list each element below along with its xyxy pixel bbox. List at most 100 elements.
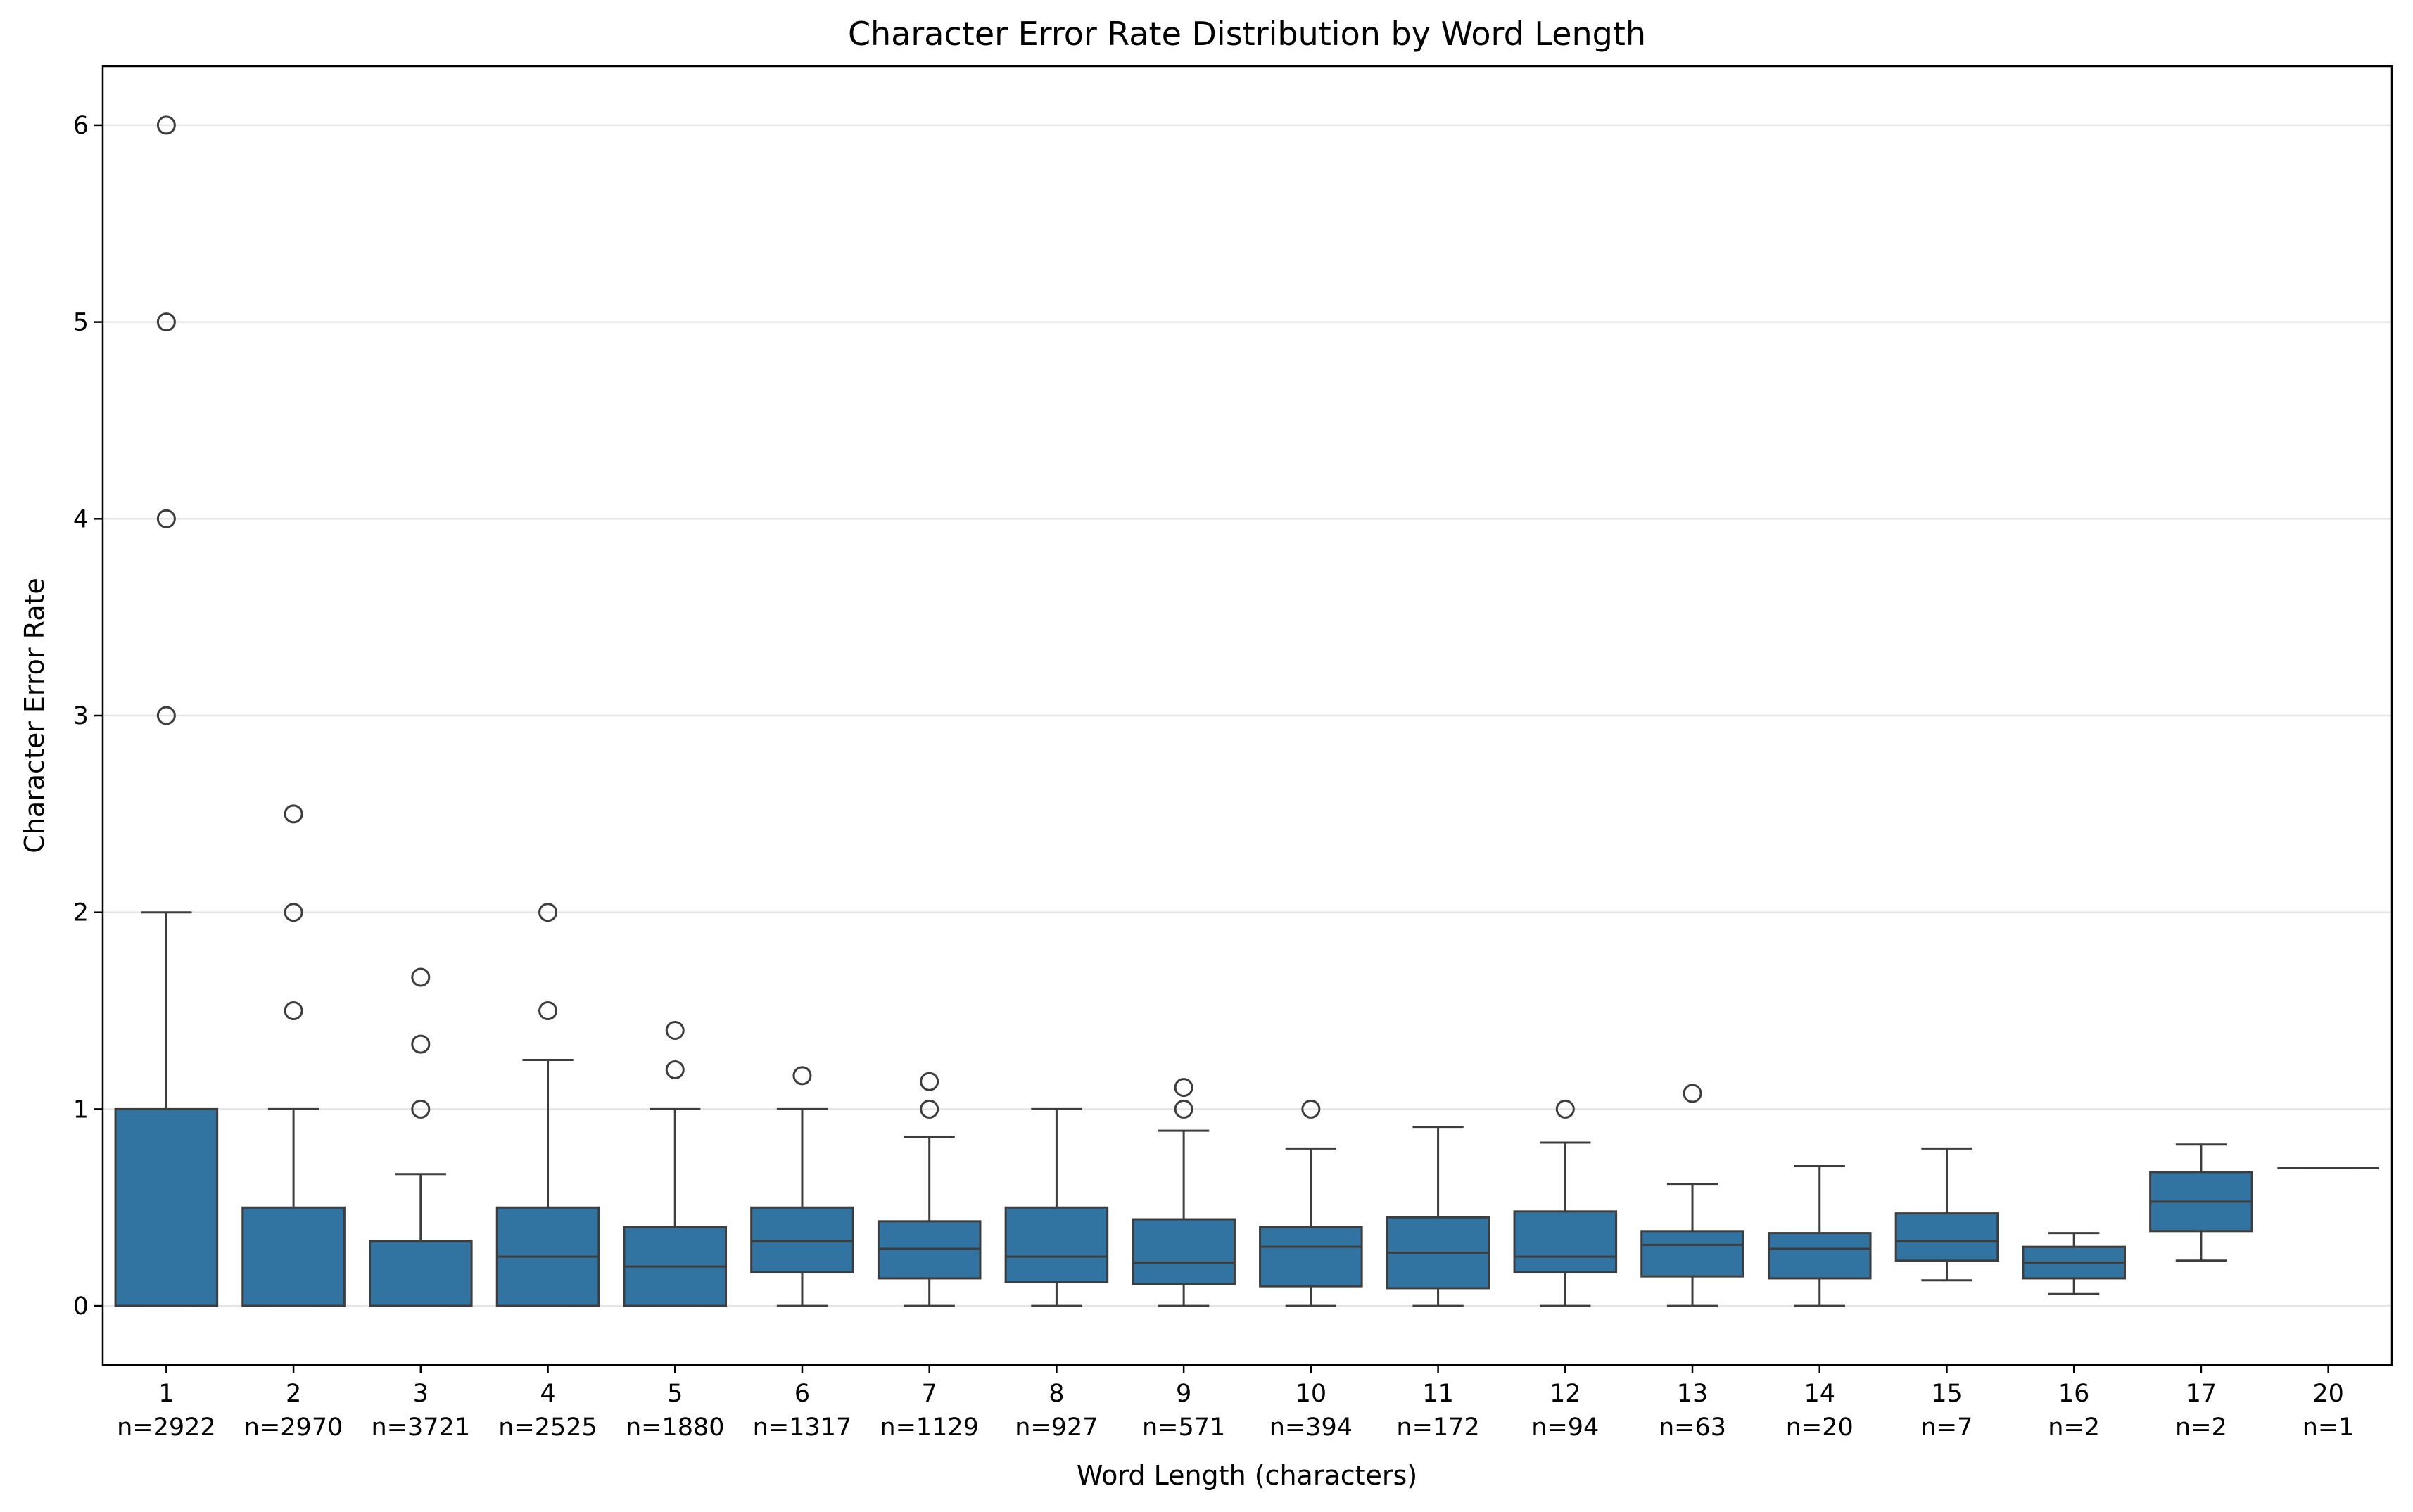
- outlier-point: [411, 967, 431, 987]
- y-tick-label: 3: [73, 702, 89, 730]
- x-tick-label: 2: [286, 1380, 301, 1408]
- x-tick-count-label: n=2922: [117, 1413, 216, 1442]
- box-group: [623, 1021, 728, 1307]
- x-tick-count-label: n=3721: [372, 1413, 471, 1442]
- outlier-point: [1555, 1099, 1575, 1119]
- outlier-point: [284, 1001, 303, 1021]
- grid-lines: [103, 124, 2392, 1307]
- outlier-point: [1174, 1099, 1193, 1119]
- x-tick-count-label: n=2970: [244, 1413, 343, 1442]
- x-tick-label: 14: [1804, 1380, 1835, 1408]
- chart-title: Character Error Rate Distribution by Wor…: [848, 15, 1646, 53]
- x-tick-label: 5: [667, 1380, 683, 1408]
- x-tick-count-label: n=394: [1269, 1413, 1353, 1442]
- y-tick-label: 0: [73, 1292, 89, 1321]
- box-group: [1004, 1107, 1109, 1307]
- x-tick-label: 13: [1677, 1380, 1709, 1408]
- iqr-box: [241, 1206, 346, 1307]
- iqr-box: [1004, 1206, 1109, 1284]
- box-group: [1259, 1099, 1363, 1307]
- x-tick-count-label: n=63: [1659, 1413, 1726, 1442]
- outlier-point: [156, 509, 176, 528]
- iqr-box: [1767, 1232, 1872, 1280]
- x-tick-label: 17: [2186, 1380, 2217, 1408]
- x-tick-label: 6: [794, 1380, 810, 1408]
- box-group: [2149, 1143, 2253, 1262]
- x-tick-label: 16: [2058, 1380, 2090, 1408]
- outlier-point: [156, 706, 176, 725]
- outlier-point: [411, 1034, 431, 1054]
- iqr-box: [1894, 1212, 1999, 1262]
- outlier-point: [1683, 1084, 1702, 1103]
- outlier-point: [156, 312, 176, 332]
- outlier-point: [920, 1099, 939, 1119]
- x-tick-label: 12: [1550, 1380, 1581, 1408]
- outlier-point: [1174, 1078, 1193, 1098]
- x-tick-label: 4: [540, 1380, 555, 1408]
- y-tick-label: 5: [73, 309, 89, 337]
- y-axis-ticks: 0 1 2 3 4 5 6: [73, 112, 103, 1321]
- box-group: [750, 1066, 854, 1307]
- x-tick-label: 15: [1931, 1380, 1963, 1408]
- y-tick-label: 2: [73, 899, 89, 927]
- x-tick-count-label: n=927: [1015, 1413, 1098, 1442]
- outlier-point: [538, 1001, 558, 1021]
- x-tick-count-label: n=20: [1786, 1413, 1854, 1442]
- x-axis-ticks: 1 n=2922 2 n=2970 3 n=3721 4 n=2525 5 n=1880 6 n=13…: [117, 1365, 2355, 1442]
- outlier-point: [665, 1021, 685, 1041]
- x-tick-count-label: n=7: [1921, 1413, 1973, 1442]
- x-tick-label: 11: [1422, 1380, 1454, 1408]
- outlier-point: [792, 1066, 812, 1086]
- x-tick-count-label: n=2: [2175, 1413, 2227, 1442]
- plot-area: [114, 115, 2379, 1307]
- box-group: [1513, 1099, 1618, 1307]
- outlier-point: [665, 1060, 685, 1079]
- outlier-point: [284, 903, 303, 922]
- box-group: [495, 903, 600, 1307]
- box-group: [1132, 1078, 1236, 1307]
- outlier-point: [156, 115, 176, 135]
- x-tick-label: 1: [158, 1380, 174, 1408]
- x-tick-label: 3: [413, 1380, 429, 1408]
- box-group: [114, 115, 219, 1307]
- x-tick-count-label: n=1129: [880, 1413, 979, 1442]
- x-tick-label: 8: [1049, 1380, 1064, 1408]
- x-tick-label: 10: [1296, 1380, 1327, 1408]
- outlier-point: [538, 903, 558, 922]
- x-tick-label: 20: [2312, 1380, 2344, 1408]
- y-axis-label: Character Error Rate: [19, 578, 50, 853]
- iqr-box: [1513, 1210, 1618, 1274]
- box-group: [241, 804, 346, 1307]
- x-tick-count-label: n=1317: [753, 1413, 852, 1442]
- x-axis-label: Word Length (characters): [1077, 1460, 1417, 1491]
- y-tick-label: 4: [73, 505, 89, 533]
- box-group: [369, 967, 473, 1307]
- y-tick-label: 6: [73, 112, 89, 140]
- x-tick-label: 9: [1176, 1380, 1191, 1408]
- iqr-box: [114, 1107, 219, 1307]
- y-tick-label: 1: [73, 1095, 89, 1124]
- outlier-point: [920, 1072, 939, 1091]
- x-tick-count-label: n=2: [2048, 1413, 2100, 1442]
- x-tick-count-label: n=1: [2303, 1413, 2355, 1442]
- x-tick-count-label: n=571: [1142, 1413, 1225, 1442]
- iqr-box: [1132, 1218, 1236, 1285]
- x-tick-label: 7: [922, 1380, 937, 1408]
- x-tick-count-label: n=172: [1396, 1413, 1479, 1442]
- outlier-point: [284, 804, 303, 824]
- box-group: [1386, 1126, 1490, 1307]
- box-group: [877, 1072, 982, 1307]
- box-group: [2022, 1232, 2126, 1295]
- iqr-box: [1259, 1226, 1363, 1288]
- iqr-box: [369, 1240, 473, 1307]
- outlier-point: [1301, 1099, 1321, 1119]
- box-group: [1894, 1147, 1999, 1282]
- x-tick-count-label: n=2525: [498, 1413, 597, 1442]
- x-tick-count-label: n=1880: [626, 1413, 725, 1442]
- outlier-point: [411, 1099, 431, 1119]
- box-group: [1640, 1084, 1744, 1307]
- box-group: [1767, 1165, 1872, 1307]
- iqr-box: [1640, 1230, 1744, 1278]
- x-tick-count-label: n=94: [1531, 1413, 1599, 1442]
